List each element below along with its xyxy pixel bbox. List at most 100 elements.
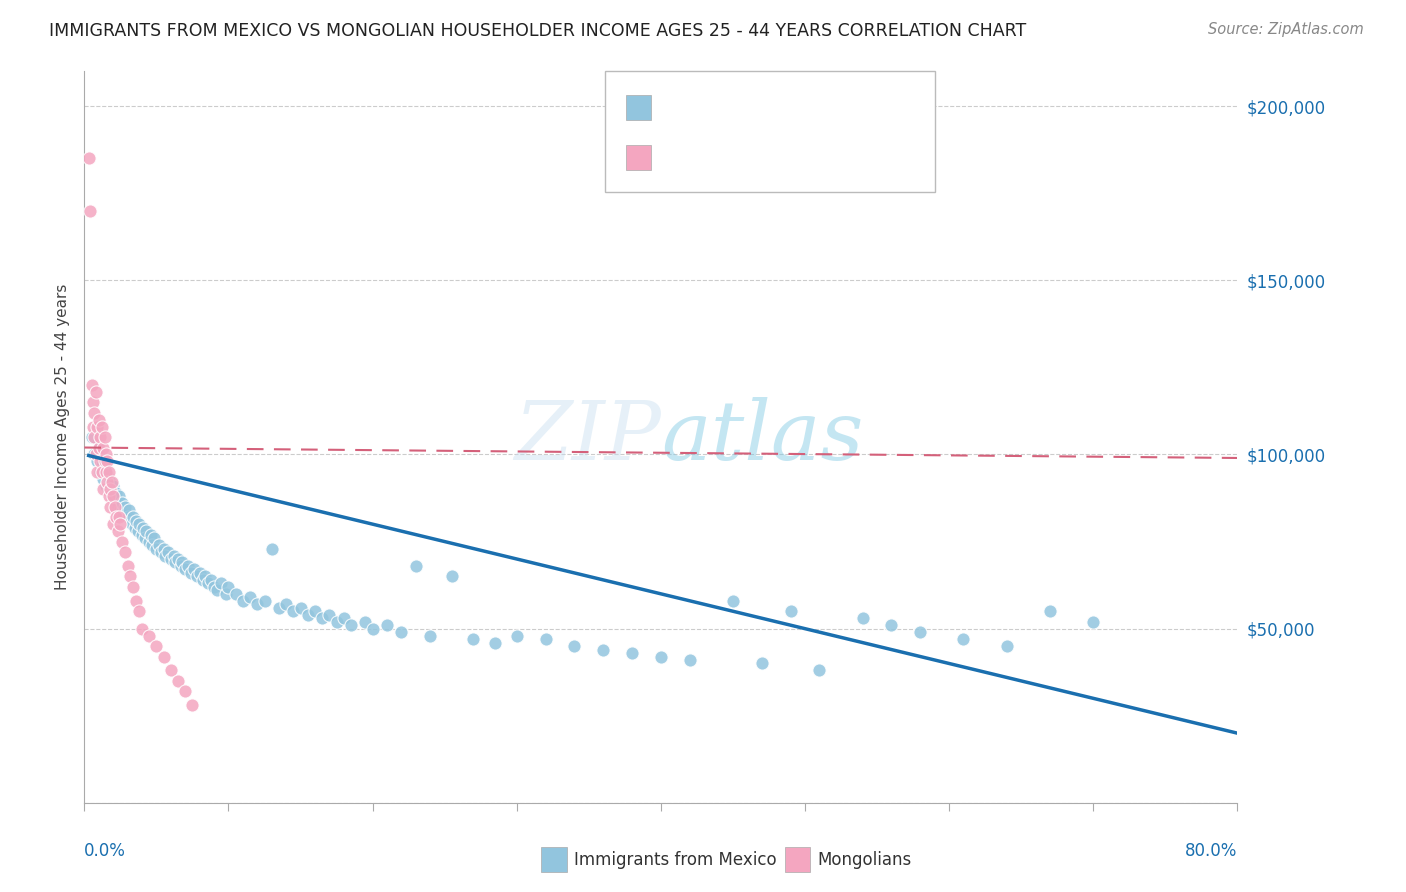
Point: [202, 580, 225, 594]
Point: [910, 625, 932, 640]
Point: [751, 657, 773, 671]
Point: [111, 496, 134, 510]
Point: [375, 618, 398, 632]
Point: [118, 503, 141, 517]
Point: [205, 583, 228, 598]
Point: [98, 483, 121, 497]
Point: [142, 531, 165, 545]
Text: -0.833: -0.833: [702, 98, 761, 116]
Point: [87, 441, 110, 455]
Point: [325, 615, 347, 629]
Point: [156, 545, 179, 559]
Text: 109: 109: [814, 98, 849, 116]
Point: [808, 664, 831, 678]
Point: [120, 569, 142, 583]
Point: [97, 483, 120, 497]
Point: [779, 604, 801, 618]
Point: [191, 573, 214, 587]
Point: [852, 611, 875, 625]
Point: [94, 465, 117, 479]
Point: [94, 479, 117, 493]
Point: [145, 541, 167, 556]
Point: [108, 510, 131, 524]
Y-axis label: Householder Income Ages 25 - 44 years: Householder Income Ages 25 - 44 years: [55, 284, 70, 591]
Point: [122, 510, 145, 524]
Point: [139, 527, 162, 541]
Point: [145, 639, 167, 653]
Text: N =: N =: [772, 100, 801, 115]
Point: [880, 618, 903, 632]
Point: [650, 649, 672, 664]
Point: [128, 517, 150, 532]
Point: [138, 629, 160, 643]
Point: [135, 524, 157, 538]
Point: [100, 475, 122, 490]
Point: [117, 510, 139, 524]
Point: [304, 604, 326, 618]
Point: [89, 454, 111, 468]
Point: [721, 594, 744, 608]
Point: [89, 465, 111, 479]
Text: 52: 52: [814, 148, 837, 167]
Text: ZIP: ZIP: [515, 397, 661, 477]
Point: [80, 430, 103, 444]
Point: [391, 625, 413, 640]
Point: [98, 500, 121, 514]
Point: [98, 475, 121, 490]
Text: Mongolians: Mongolians: [817, 851, 911, 869]
Point: [361, 622, 384, 636]
Point: [110, 503, 132, 517]
Point: [131, 527, 153, 541]
Point: [152, 541, 174, 556]
Point: [174, 684, 197, 698]
Text: R =: R =: [659, 100, 688, 115]
Point: [152, 649, 174, 664]
Point: [131, 622, 153, 636]
Point: [90, 465, 112, 479]
Point: [90, 458, 112, 472]
Point: [80, 377, 103, 392]
Point: [995, 639, 1018, 653]
Point: [188, 566, 211, 580]
Text: Immigrants from Mexico: Immigrants from Mexico: [574, 851, 776, 869]
Point: [125, 594, 148, 608]
Point: [160, 664, 183, 678]
Point: [167, 673, 190, 688]
Point: [340, 618, 363, 632]
Point: [149, 545, 172, 559]
Point: [246, 597, 269, 611]
Point: [90, 419, 112, 434]
Point: [107, 500, 129, 514]
Point: [91, 441, 114, 455]
Point: [121, 517, 143, 532]
Point: [253, 594, 276, 608]
Point: [114, 500, 136, 514]
Point: [82, 419, 104, 434]
Text: 0.0%: 0.0%: [84, 842, 127, 860]
Point: [419, 629, 441, 643]
Point: [79, 203, 101, 218]
Point: [318, 607, 340, 622]
Point: [440, 569, 463, 583]
Point: [405, 558, 427, 573]
Point: [93, 430, 115, 444]
Point: [163, 549, 186, 563]
Point: [134, 531, 156, 545]
Point: [952, 632, 974, 646]
Point: [104, 500, 127, 514]
Point: [260, 541, 283, 556]
Point: [214, 587, 236, 601]
Point: [141, 538, 163, 552]
Point: [297, 607, 319, 622]
Point: [267, 600, 290, 615]
Point: [165, 556, 187, 570]
Point: [77, 152, 100, 166]
Point: [86, 419, 108, 434]
Point: [484, 635, 506, 649]
Point: [138, 534, 160, 549]
Point: [122, 580, 145, 594]
Point: [105, 485, 128, 500]
Point: [1083, 615, 1105, 629]
Point: [83, 448, 105, 462]
Point: [197, 576, 219, 591]
